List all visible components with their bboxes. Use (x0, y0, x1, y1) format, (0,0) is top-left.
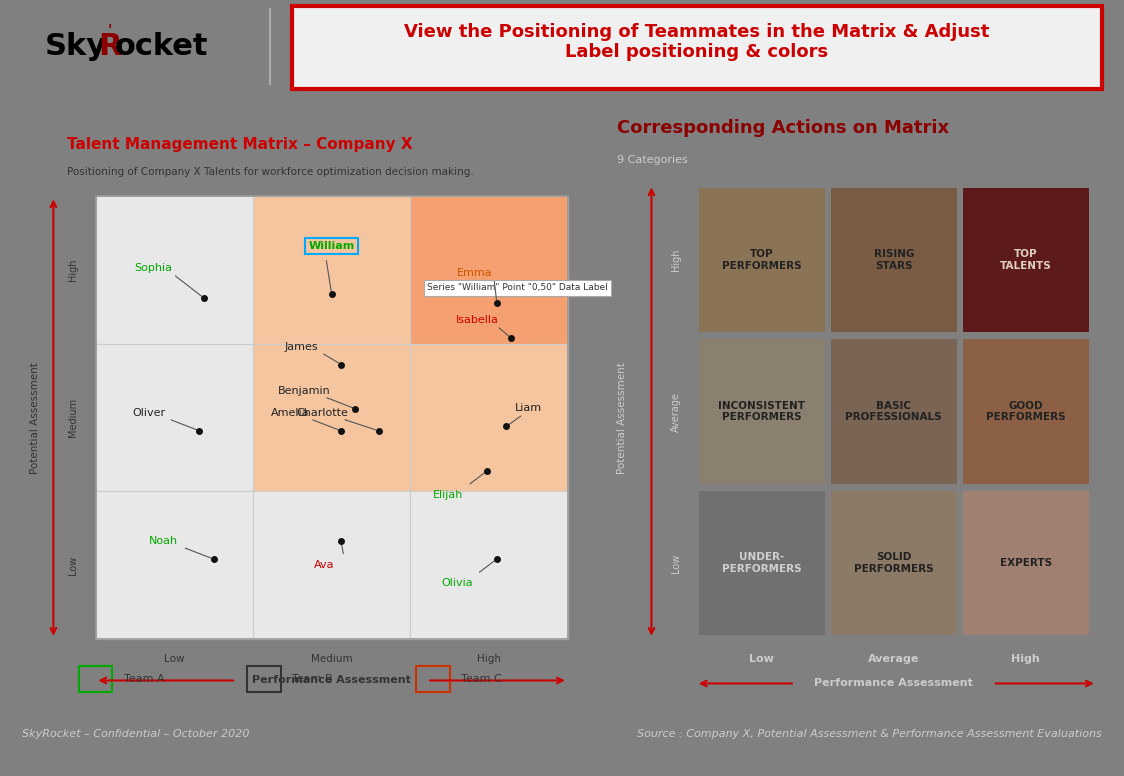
Text: Elijah: Elijah (433, 490, 463, 500)
FancyBboxPatch shape (410, 344, 568, 491)
FancyBboxPatch shape (963, 339, 1089, 483)
Text: TOP
TALENTS: TOP TALENTS (1000, 249, 1052, 271)
Text: Charlotte: Charlotte (297, 408, 348, 418)
Text: UNDER-
PERFORMERS: UNDER- PERFORMERS (722, 553, 801, 573)
Text: Team A: Team A (124, 674, 164, 684)
FancyBboxPatch shape (292, 5, 1102, 89)
Text: GOOD
PERFORMERS: GOOD PERFORMERS (986, 400, 1066, 422)
Text: R: R (98, 32, 121, 61)
FancyBboxPatch shape (253, 196, 410, 344)
Text: SOLID
PERFORMERS: SOLID PERFORMERS (854, 553, 934, 573)
Text: Performance Assessment: Performance Assessment (815, 678, 973, 688)
Text: Olivia: Olivia (442, 578, 473, 588)
Text: EXPERTS: EXPERTS (999, 558, 1052, 568)
Text: Medium: Medium (310, 653, 353, 663)
Text: Emma: Emma (456, 268, 492, 278)
FancyBboxPatch shape (699, 491, 825, 635)
Text: High: High (671, 249, 681, 272)
Text: Isabella: Isabella (456, 315, 499, 325)
Text: Sophia: Sophia (135, 263, 173, 273)
FancyBboxPatch shape (831, 188, 957, 332)
FancyBboxPatch shape (410, 491, 568, 639)
FancyBboxPatch shape (699, 339, 825, 483)
Text: View the Positioning of Teammates in the Matrix & Adjust
Label positioning & col: View the Positioning of Teammates in the… (405, 23, 989, 61)
FancyBboxPatch shape (253, 491, 410, 639)
FancyBboxPatch shape (831, 491, 957, 635)
Text: 9 Categories: 9 Categories (617, 154, 688, 165)
FancyBboxPatch shape (831, 339, 957, 483)
Text: James: James (284, 341, 318, 352)
Text: Potential Assessment: Potential Assessment (617, 362, 627, 473)
Text: TOP
PERFORMERS: TOP PERFORMERS (722, 249, 801, 271)
Text: ocket: ocket (115, 32, 208, 61)
Text: High: High (69, 259, 78, 282)
Text: Amelia: Amelia (271, 408, 310, 418)
Text: Low: Low (164, 653, 184, 663)
Text: Low: Low (750, 653, 774, 663)
Text: BASIC
PROFESSIONALS: BASIC PROFESSIONALS (845, 400, 942, 422)
Text: ': ' (108, 23, 112, 36)
Text: Oliver: Oliver (133, 408, 165, 418)
Text: Sky: Sky (45, 32, 107, 61)
Text: Ava: Ava (314, 560, 335, 570)
Text: RISING
STARS: RISING STARS (873, 249, 914, 271)
Text: William: William (308, 241, 355, 251)
FancyBboxPatch shape (253, 344, 410, 491)
Text: Potential Assessment: Potential Assessment (30, 362, 39, 473)
Text: Performance Assessment: Performance Assessment (252, 675, 411, 685)
Text: Team C: Team C (461, 674, 501, 684)
FancyBboxPatch shape (699, 188, 825, 332)
Text: High: High (477, 653, 501, 663)
Text: Series "William" Point "0,50" Data Label: Series "William" Point "0,50" Data Label (427, 283, 608, 293)
FancyBboxPatch shape (963, 188, 1089, 332)
Text: Average: Average (671, 392, 681, 431)
Text: Average: Average (868, 653, 919, 663)
FancyBboxPatch shape (96, 344, 253, 491)
Text: Corresponding Actions on Matrix: Corresponding Actions on Matrix (617, 119, 949, 137)
Text: Team B: Team B (292, 674, 333, 684)
FancyBboxPatch shape (410, 196, 568, 344)
FancyBboxPatch shape (96, 196, 253, 344)
Text: SkyRocket – Confidential – October 2020: SkyRocket – Confidential – October 2020 (22, 729, 250, 739)
Text: High: High (1012, 653, 1040, 663)
FancyBboxPatch shape (963, 491, 1089, 635)
Text: Noah: Noah (148, 536, 178, 546)
Text: INCONSISTENT
PERFORMERS: INCONSISTENT PERFORMERS (718, 400, 806, 422)
Text: Talent Management Matrix – Company X: Talent Management Matrix – Company X (67, 137, 413, 152)
Text: Low: Low (671, 553, 681, 573)
Text: Source : Company X, Potential Assessment & Performance Assessment Evaluations: Source : Company X, Potential Assessment… (637, 729, 1102, 739)
Text: Liam: Liam (515, 404, 542, 414)
Text: Benjamin: Benjamin (279, 386, 330, 396)
Text: Positioning of Company X Talents for workforce optimization decision making.: Positioning of Company X Talents for wor… (67, 167, 474, 177)
Text: Medium: Medium (69, 398, 78, 437)
FancyBboxPatch shape (96, 491, 253, 639)
Text: Low: Low (69, 556, 78, 574)
